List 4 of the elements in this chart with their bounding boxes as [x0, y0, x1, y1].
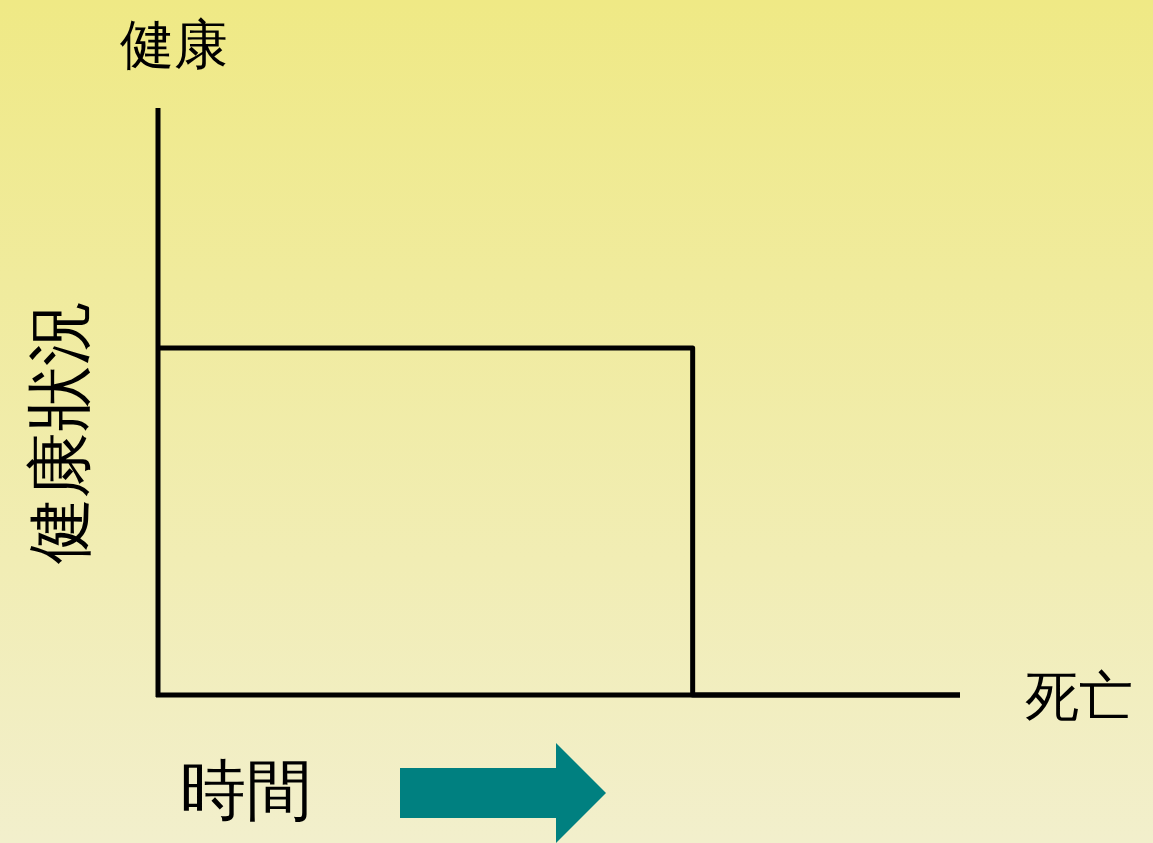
text: 健康: [120, 13, 228, 76]
x-axis-title: 時間: [180, 752, 312, 829]
y-axis-title: 健康狀況: [21, 299, 98, 564]
text: 死亡: [1025, 665, 1133, 728]
